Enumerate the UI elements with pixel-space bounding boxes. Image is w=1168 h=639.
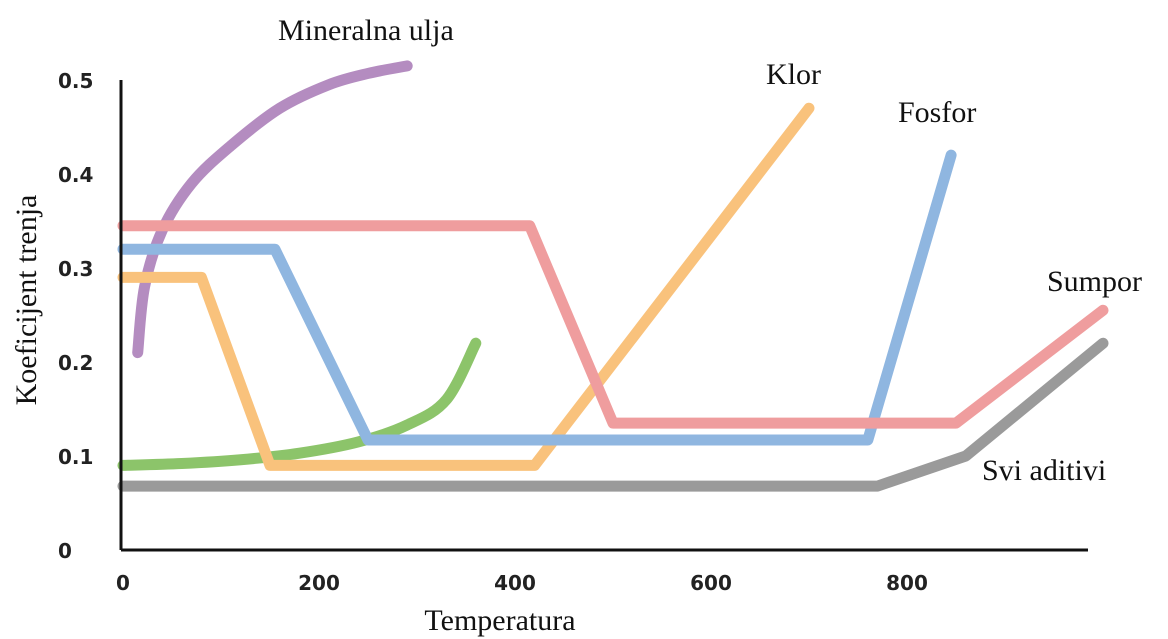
y-tick-label: 0.2 bbox=[58, 351, 93, 375]
series-line-fosfor bbox=[117, 149, 957, 446]
series-label-svi-aditivi: Svi aditivi bbox=[982, 454, 1106, 487]
x-axis-title: Temperatura bbox=[424, 604, 575, 637]
series-label-klor: Klor bbox=[766, 58, 821, 91]
y-tick-label: 0.5 bbox=[58, 69, 93, 93]
series-labels: Mineralna ulja Klor Fosfor Sumpor Svi aditiv… bbox=[278, 14, 1142, 487]
series-line-sumpor bbox=[117, 220, 1109, 429]
y-tick-label: 0.1 bbox=[58, 445, 93, 469]
series-label-mineralna-ulja: Mineralna ulja bbox=[278, 14, 454, 47]
y-tick-label: 0.3 bbox=[58, 257, 93, 281]
series-label-fosfor: Fosfor bbox=[898, 96, 976, 129]
series-line-klor bbox=[117, 102, 815, 471]
series-lines bbox=[117, 60, 1109, 492]
x-tick-label: 600 bbox=[690, 571, 732, 595]
x-tick-label: 800 bbox=[886, 571, 928, 595]
x-tick-label: 200 bbox=[298, 571, 340, 595]
x-tick-labels: 0 200 400 600 800 bbox=[116, 571, 928, 595]
x-tick-label: 400 bbox=[494, 571, 536, 595]
x-tick-label: 0 bbox=[116, 571, 130, 595]
y-tick-label: 0.4 bbox=[58, 163, 93, 187]
y-axis-title: Koeficijent trenja bbox=[10, 195, 43, 406]
series-label-sumpor: Sumpor bbox=[1047, 265, 1142, 298]
series-line-svi-aditivi bbox=[117, 337, 1109, 492]
y-tick-labels: 0 0.1 0.2 0.3 0.4 0.5 bbox=[58, 69, 93, 563]
y-tick-label: 0 bbox=[58, 539, 72, 563]
series-line-mineralna-ulja bbox=[132, 60, 413, 359]
series-line-unlabeled-1 bbox=[117, 337, 482, 471]
